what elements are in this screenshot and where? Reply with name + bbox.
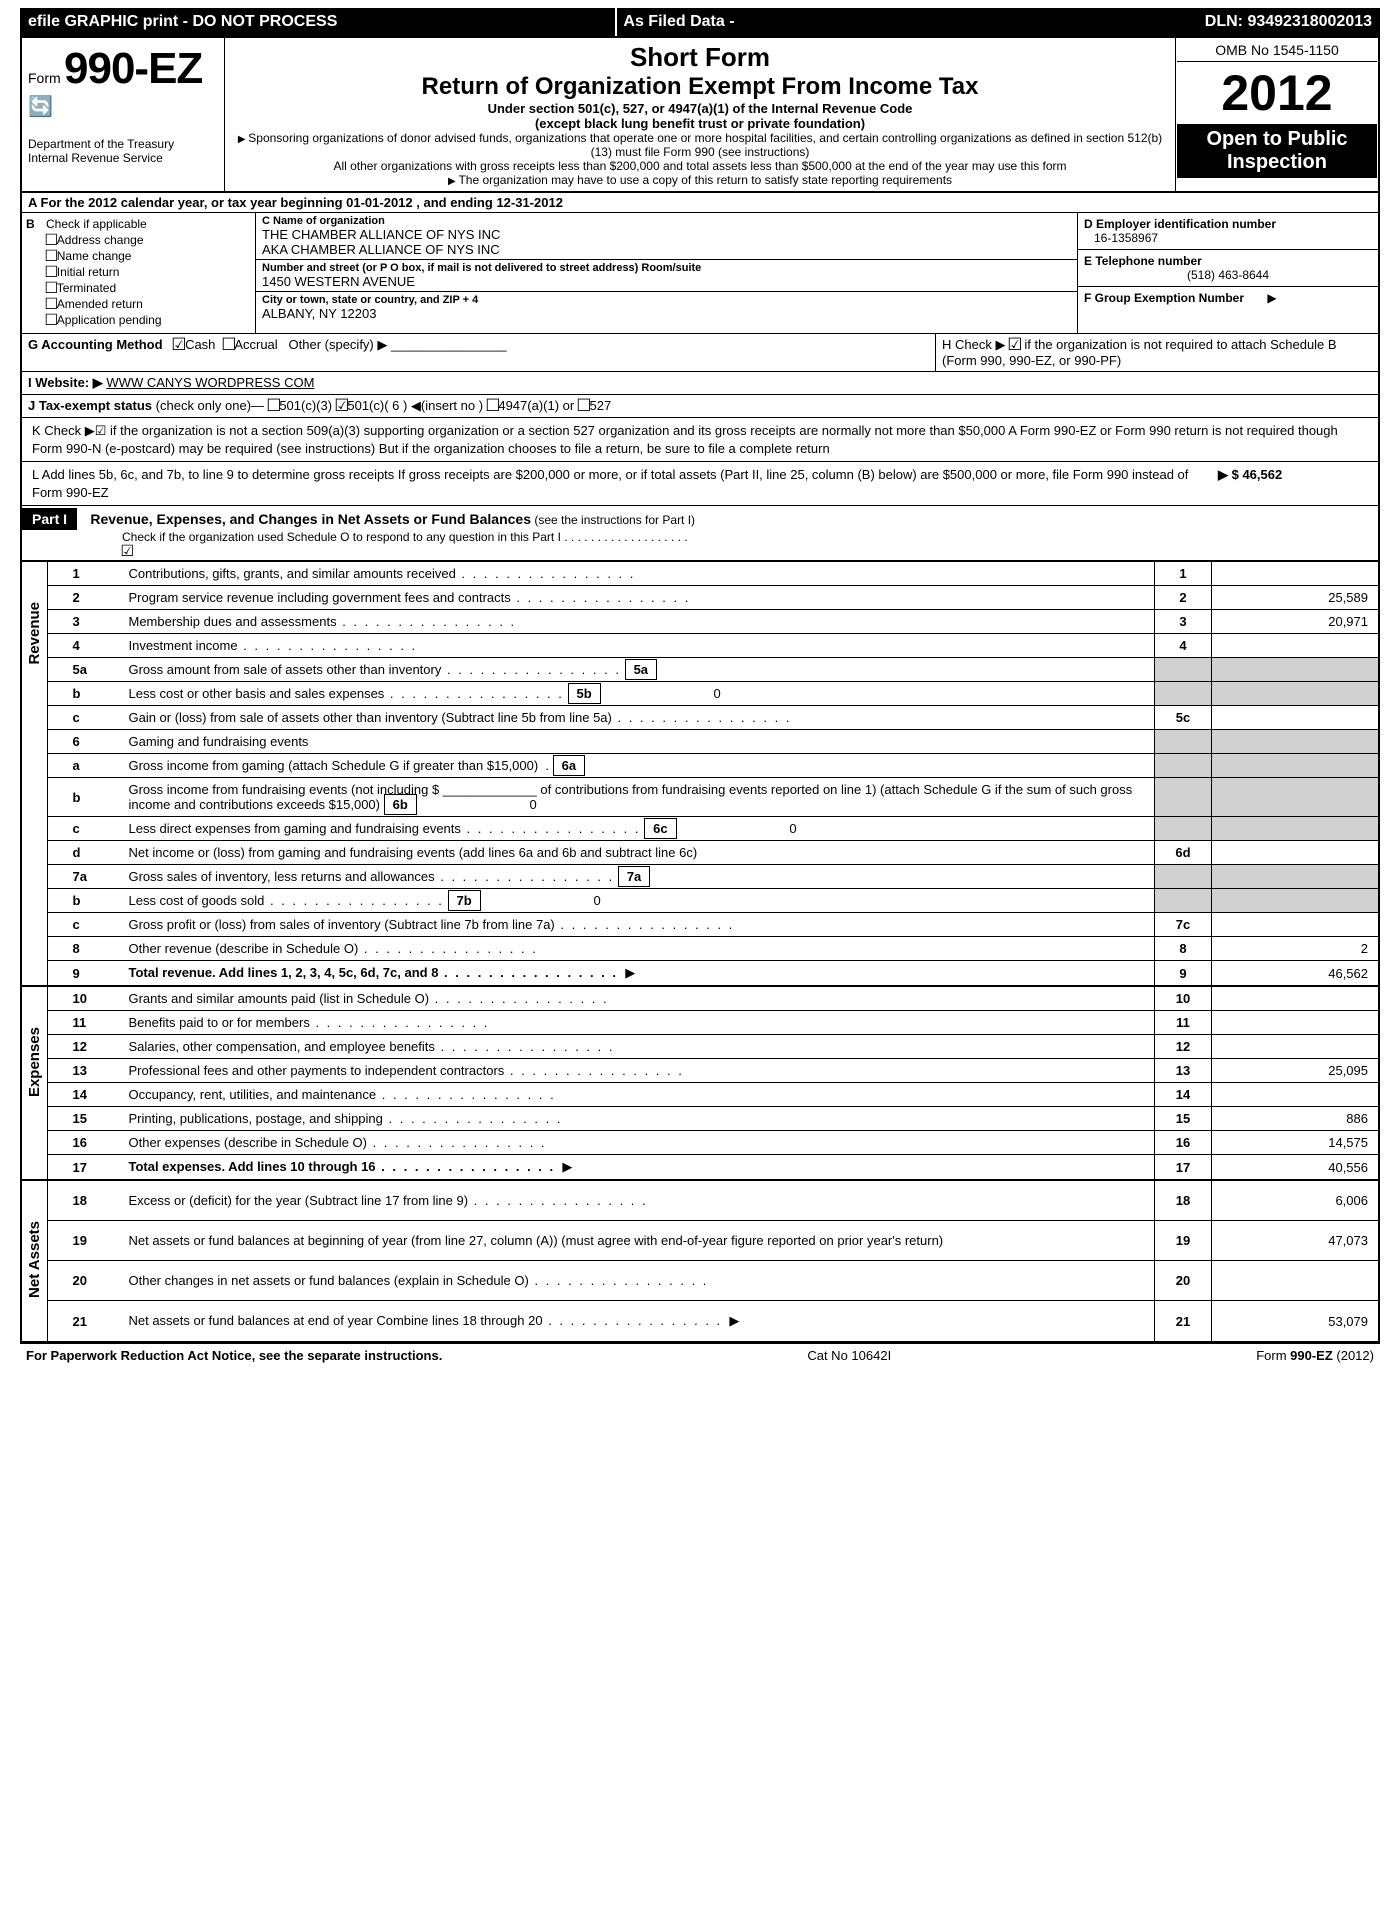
topbar-divider bbox=[615, 8, 617, 36]
j-text: (check only one)— bbox=[156, 398, 264, 413]
fine-3: The organization may have to use a copy … bbox=[235, 173, 1165, 187]
footer-mid: Cat No 10642I bbox=[807, 1348, 891, 1363]
line-g: G Accounting Method Cash Accrual Other (… bbox=[22, 334, 935, 371]
e-phone-row: E Telephone number (518) 463-8644 bbox=[1078, 250, 1378, 287]
j-501c3[interactable]: 501(c)(3) bbox=[268, 398, 332, 413]
g-label: G Accounting Method bbox=[28, 337, 163, 352]
part-1-header: Part I Revenue, Expenses, and Changes in… bbox=[22, 506, 1378, 561]
topbar-mid: As Filed Data - bbox=[623, 13, 1204, 31]
j-501c[interactable]: 501(c)( 6 ) ◀(insert no ) bbox=[336, 398, 483, 413]
j-4947[interactable]: 4947(a)(1) or bbox=[487, 398, 575, 413]
i-label: I Website: ▶ bbox=[28, 375, 103, 390]
expenses-table: 10Grants and similar amounts paid (list … bbox=[48, 986, 1378, 1179]
org-street: 1450 WESTERN AVENUE bbox=[262, 274, 1071, 289]
revenue-table: 1Contributions, gifts, grants, and simil… bbox=[48, 561, 1378, 985]
f-arrow: ▶ bbox=[1247, 291, 1276, 305]
info-grid: B Check if applicable Address change Nam… bbox=[22, 213, 1378, 334]
i-website: WWW CANYS WORDPRESS COM bbox=[106, 375, 314, 390]
check-address[interactable]: Address change bbox=[46, 233, 251, 247]
footer-right: Form 990-EZ (2012) bbox=[1256, 1348, 1374, 1363]
title-block: Short Form Return of Organization Exempt… bbox=[225, 37, 1176, 192]
l-text: L Add lines 5b, 6c, and 7b, to line 9 to… bbox=[32, 466, 1218, 501]
open-public: Open to Public Inspection bbox=[1177, 124, 1377, 178]
short-form-title: Short Form bbox=[235, 42, 1165, 73]
tax-year: 2012 bbox=[1177, 62, 1377, 124]
line-h: H Check ▶ if the organization is not req… bbox=[935, 334, 1378, 371]
j-label: J Tax-exempt status bbox=[28, 398, 152, 413]
row-a-text1: A For the 2012 calendar year, or tax yea… bbox=[28, 195, 346, 210]
e-phone-label: E Telephone number bbox=[1084, 254, 1372, 268]
f-group-row: F Group Exemption Number ▶ bbox=[1078, 287, 1378, 309]
line-k: K Check ▶☑ if the organization is not a … bbox=[22, 418, 1378, 462]
org-city: ALBANY, NY 12203 bbox=[262, 306, 1071, 321]
expenses-label: Expenses bbox=[22, 986, 48, 1179]
g-cash[interactable]: Cash bbox=[173, 337, 215, 352]
form-block: Form 990-EZ 🔄 Department of the Treasury… bbox=[21, 37, 225, 192]
fine-1: Sponsoring organizations of donor advise… bbox=[235, 131, 1165, 159]
footer-left: For Paperwork Reduction Act Notice, see … bbox=[26, 1348, 442, 1363]
h-check[interactable] bbox=[1009, 337, 1021, 352]
part1-badge: Part I bbox=[22, 508, 77, 530]
topbar-right: DLN: 93492318002013 bbox=[1205, 13, 1372, 31]
netassets-label: Net Assets bbox=[22, 1180, 48, 1341]
main-title: Return of Organization Exempt From Incom… bbox=[235, 73, 1165, 101]
page-container: efile GRAPHIC print - DO NOT PROCESS As … bbox=[0, 0, 1400, 1375]
check-name[interactable]: Name change bbox=[46, 249, 251, 263]
row-a: A For the 2012 calendar year, or tax yea… bbox=[22, 192, 1378, 213]
org-name-1: THE CHAMBER ALLIANCE OF NYS INC bbox=[262, 227, 1071, 242]
c-name-label: C Name of organization bbox=[262, 215, 1071, 227]
check-initial[interactable]: Initial return bbox=[46, 265, 251, 279]
g-accrual[interactable]: Accrual bbox=[223, 337, 278, 352]
j-527[interactable]: 527 bbox=[578, 398, 611, 413]
b-title: Check if applicable bbox=[46, 217, 251, 231]
part1-check-text: Check if the organization used Schedule … bbox=[122, 530, 688, 544]
c-street-label: Number and street (or P O box, if mail i… bbox=[262, 262, 1071, 274]
omb-number: OMB No 1545-1150 bbox=[1177, 39, 1377, 62]
subtitle-1: Under section 501(c), 527, or 4947(a)(1)… bbox=[235, 101, 1165, 116]
c-city-label: City or town, state or country, and ZIP … bbox=[262, 294, 1071, 306]
row-a-text2: , and ending bbox=[416, 195, 496, 210]
b-label: B bbox=[26, 217, 35, 231]
treasury-dept: Department of the Treasury bbox=[28, 137, 218, 151]
d-ein-val: 16-1358967 bbox=[1084, 231, 1372, 245]
c-name-row: C Name of organization THE CHAMBER ALLIA… bbox=[256, 213, 1077, 260]
revenue-label: Revenue bbox=[22, 561, 48, 985]
irs-label: Internal Revenue Service bbox=[28, 151, 218, 165]
check-terminated[interactable]: Terminated bbox=[46, 281, 251, 295]
page-footer: For Paperwork Reduction Act Notice, see … bbox=[20, 1343, 1380, 1367]
netassets-table: 18Excess or (deficit) for the year (Subt… bbox=[48, 1180, 1378, 1341]
part1-instr: (see the instructions for Part I) bbox=[534, 513, 695, 527]
topbar-left: efile GRAPHIC print - DO NOT PROCESS bbox=[28, 13, 609, 31]
top-bar: efile GRAPHIC print - DO NOT PROCESS As … bbox=[20, 8, 1380, 36]
main-table: Form 990-EZ 🔄 Department of the Treasury… bbox=[20, 36, 1380, 1343]
line-l: L Add lines 5b, 6c, and 7b, to line 9 to… bbox=[22, 462, 1378, 506]
d-ein-label: D Employer identification number bbox=[1084, 217, 1372, 231]
org-name-2: AKA CHAMBER ALLIANCE OF NYS INC bbox=[262, 242, 1071, 257]
part1-check[interactable] bbox=[122, 544, 133, 558]
f-group-label: F Group Exemption Number bbox=[1084, 291, 1244, 305]
row-a-begin: 01-01-2012 bbox=[346, 195, 413, 210]
check-pending[interactable]: Application pending bbox=[46, 313, 251, 327]
column-c: C Name of organization THE CHAMBER ALLIA… bbox=[256, 213, 1078, 333]
h-text1: H Check ▶ bbox=[942, 337, 1005, 352]
column-d: D Employer identification number 16-1358… bbox=[1078, 213, 1378, 333]
form-prefix: Form bbox=[28, 70, 61, 86]
c-city-row: City or town, state or country, and ZIP … bbox=[256, 292, 1077, 323]
l-amount: ▶ $ 46,562 bbox=[1218, 466, 1368, 501]
d-ein-row: D Employer identification number 16-1358… bbox=[1078, 213, 1378, 250]
subtitle-2: (except black lung benefit trust or priv… bbox=[235, 116, 1165, 131]
row-a-end: 12-31-2012 bbox=[496, 195, 563, 210]
e-phone-val: (518) 463-8644 bbox=[1084, 268, 1372, 282]
fine-2: All other organizations with gross recei… bbox=[235, 159, 1165, 173]
year-block: OMB No 1545-1150 2012 Open to Public Ins… bbox=[1176, 37, 1380, 192]
part1-title: Revenue, Expenses, and Changes in Net As… bbox=[80, 511, 531, 527]
check-amended[interactable]: Amended return bbox=[46, 297, 251, 311]
form-number: 990-EZ bbox=[64, 44, 202, 93]
line-j: J Tax-exempt status (check only one)— 50… bbox=[22, 395, 1378, 418]
g-other: Other (specify) ▶ bbox=[289, 337, 388, 352]
line-i: I Website: ▶ WWW CANYS WORDPRESS COM bbox=[22, 372, 1378, 395]
column-b: B Check if applicable Address change Nam… bbox=[22, 213, 256, 333]
c-street-row: Number and street (or P O box, if mail i… bbox=[256, 260, 1077, 292]
